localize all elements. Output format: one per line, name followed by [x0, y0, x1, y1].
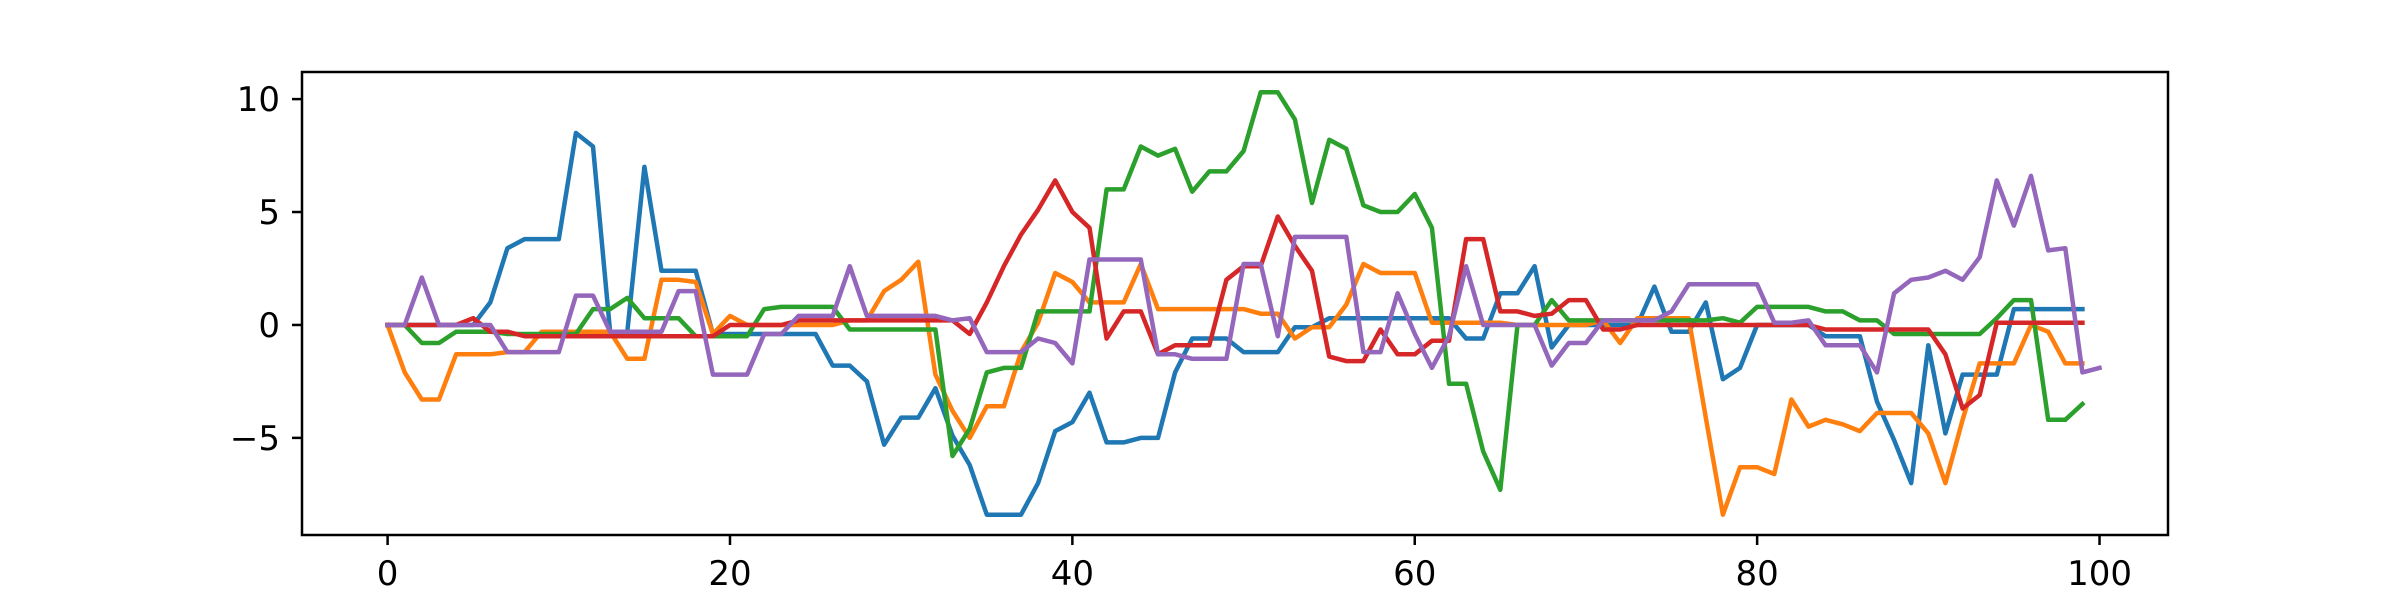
y-tick-label: 0 — [258, 306, 280, 346]
series-line-5 — [385, 173, 2103, 377]
series-layer — [384, 90, 2103, 517]
y-tick-label: 10 — [237, 80, 280, 120]
y-tick-label: 5 — [258, 193, 280, 233]
x-tick-label: 60 — [1393, 554, 1436, 594]
x-tick-label: 40 — [1051, 554, 1094, 594]
series-line-3 — [385, 90, 2086, 493]
x-tick-label: 20 — [708, 554, 751, 594]
y-axis-ticks: −5 0 5 10 — [230, 80, 302, 459]
x-axis-ticks: 0 20 40 60 80 100 — [377, 535, 2132, 594]
series-line-4 — [385, 178, 2085, 411]
x-tick-label: 100 — [2067, 554, 2132, 594]
x-tick-label: 80 — [1736, 554, 1779, 594]
y-tick-label: −5 — [230, 419, 280, 459]
axes-frame — [300, 70, 2170, 537]
x-tick-label: 0 — [377, 554, 399, 594]
